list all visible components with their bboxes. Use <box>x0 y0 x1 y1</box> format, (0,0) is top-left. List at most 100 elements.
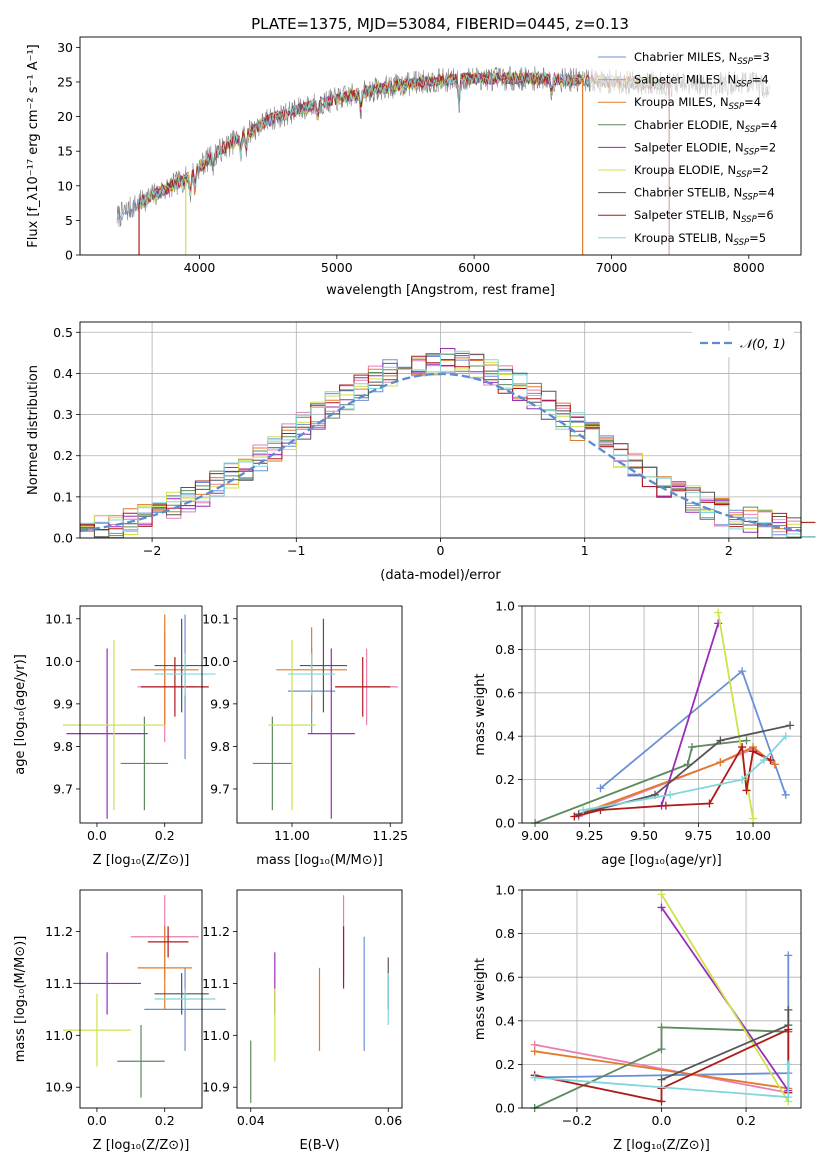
y-axis-label: Flux [f_λ10⁻¹⁷ erg cm⁻² s⁻¹ A⁻¹] <box>26 44 41 248</box>
y-tick-label: 0.8 <box>495 642 515 657</box>
marker-kroupa-elodie <box>714 608 723 617</box>
x-axis-label: (data-model)/error <box>380 568 501 583</box>
histogram-salpeter-stelib <box>80 355 816 539</box>
y-tick-label: 1.0 <box>495 883 515 898</box>
x-tick-label: 4000 <box>184 260 216 275</box>
y-tick-label: 10.1 <box>45 611 73 626</box>
y-tick-label: 0.4 <box>495 1013 515 1028</box>
marker-kroupa-miles <box>770 760 779 769</box>
marker-kroupa-miles <box>530 1047 539 1056</box>
x-tick-label: 9.25 <box>576 828 604 843</box>
x-tick-label: 11.25 <box>372 828 408 843</box>
histogram-chabrier-miles <box>80 356 816 538</box>
panel-mass-weight-vs-Z: −0.2 0.0 0.2 0.0 0.2 0.4 0.6 0.8 1.0 Z [log₁₀(Z/Z… <box>473 883 802 1153</box>
y-tick-label: 10.1 <box>202 611 230 626</box>
x-tick-label: 5000 <box>321 260 353 275</box>
y-tick-label: 9.8 <box>210 739 230 754</box>
axes-frame <box>79 605 203 824</box>
y-tick-label: 10.0 <box>45 654 73 669</box>
x-tick-label: 9.75 <box>685 828 713 843</box>
y-tick-label: 0.2 <box>495 772 515 787</box>
legend-label-kroupa-elodie: Kroupa ELODIE, NSSP=2 <box>634 163 769 180</box>
y-tick-label: 9.9 <box>53 696 73 711</box>
marker-salpeter-stelib <box>784 1025 793 1034</box>
y-tick-label: 10.9 <box>202 1080 230 1095</box>
marker-kroupa-elodie <box>657 890 666 899</box>
x-tick-label: −2 <box>143 543 161 558</box>
x-tick-label: 0.0 <box>87 1113 107 1128</box>
y-tick-label: 9.9 <box>210 696 230 711</box>
line-salpeter-miles <box>534 1043 789 1094</box>
y-tick-label: 0.5 <box>53 325 73 340</box>
y-tick-label: 9.8 <box>53 739 73 754</box>
histogram-chabrier-stelib <box>80 352 816 539</box>
x-tick-label: 10.00 <box>735 828 771 843</box>
figure-title: PLATE=1375, MJD=53084, FIBERID=0445, z=0… <box>251 15 629 33</box>
y-axis-label: mass [log₁₀(M/M⊙)] <box>13 936 28 1063</box>
axes-frame <box>521 889 802 1109</box>
y-tick-label: 10 <box>57 178 73 193</box>
x-axis-label: E(B-V) <box>299 1138 339 1153</box>
x-tick-label: 0 <box>437 543 445 558</box>
marker-chabrier-stelib <box>716 736 725 745</box>
marker-kroupa-stelib <box>784 1093 793 1102</box>
legend-box <box>692 331 794 357</box>
marker-salpeter-elodie <box>657 903 666 912</box>
y-tick-label: 10.0 <box>202 654 230 669</box>
histogram-salpeter-elodie <box>80 348 816 538</box>
marker-chabrier-elodie <box>688 743 697 752</box>
x-tick-label: 0.06 <box>374 1113 402 1128</box>
model-line-chabrier-miles <box>116 199 139 222</box>
x-tick-label: 2 <box>725 543 733 558</box>
y-tick-label: 20 <box>57 109 73 124</box>
y-tick-label: 0.8 <box>495 926 515 941</box>
y-tick-label: 9.7 <box>210 781 230 796</box>
y-axis-label: mass weight <box>473 673 488 755</box>
marker-chabrier-miles <box>738 667 747 676</box>
y-tick-label: 0.6 <box>495 970 515 985</box>
marker-chabrier-elodie <box>657 1045 666 1054</box>
line-chabrier-elodie <box>534 739 747 824</box>
x-axis-label: mass [log₁₀(M/M⊙)] <box>256 853 383 868</box>
histogram-kroupa-elodie <box>80 357 816 535</box>
y-tick-label: 0 <box>65 248 73 263</box>
x-tick-label: 0.2 <box>155 828 175 843</box>
marker-kroupa-miles <box>716 758 725 767</box>
line-kroupa-elodie <box>660 893 790 1102</box>
legend-label-chabrier-stelib: Chabrier STELIB, NSSP=4 <box>634 186 775 203</box>
y-tick-label: 15 <box>57 144 73 159</box>
y-tick-label: 11.2 <box>45 924 73 939</box>
panel-mass-weight-vs-age: 9.00 9.25 9.50 9.75 10.00 0.0 0.2 0.4 0.6 0.8 1.0 a… <box>473 599 802 868</box>
marker-salpeter-stelib <box>661 801 670 810</box>
y-tick-label: 0.6 <box>495 685 515 700</box>
x-tick-label: −0.2 <box>562 1113 592 1128</box>
line-kroupa-miles <box>534 1050 789 1090</box>
y-tick-label: 11.1 <box>202 976 230 991</box>
histogram-salpeter-miles <box>80 354 816 533</box>
y-tick-label: 25 <box>57 74 73 89</box>
marker-chabrier-miles <box>596 784 605 793</box>
x-tick-label: 0.2 <box>736 1113 756 1128</box>
legend-label-salpeter-miles: Salpeter MILES, NSSP=4 <box>634 73 769 90</box>
marker-kroupa-elodie <box>749 814 758 823</box>
x-tick-label: 9.50 <box>630 828 658 843</box>
legend-label-gaussian: 𝒩(0, 1) <box>740 336 786 351</box>
marker-kroupa-stelib <box>738 775 747 784</box>
y-tick-label: 11.1 <box>45 976 73 991</box>
x-axis-label: Z [log₁₀(Z/Z⊙)] <box>613 1138 710 1153</box>
y-tick-label: 0.2 <box>53 448 73 463</box>
y-tick-label: 9.7 <box>53 781 73 796</box>
line-chabrier-stelib <box>578 724 791 816</box>
line-chabrier-elodie <box>534 1026 789 1109</box>
y-tick-label: 10.9 <box>45 1080 73 1095</box>
axes-frame <box>236 889 403 1109</box>
marker-salpeter-stelib <box>742 786 751 795</box>
axes-frame <box>521 605 802 824</box>
model-line-kroupa-stelib <box>138 71 669 208</box>
model-line-kroupa-elodie <box>138 71 669 209</box>
model-line-salpeter-stelib <box>138 71 669 206</box>
x-axis-label: age [log₁₀(age/yr)] <box>601 853 722 868</box>
legend-label-chabrier-elodie: Chabrier ELODIE, NSSP=4 <box>634 118 777 135</box>
marker-chabrier-stelib <box>784 1005 793 1014</box>
legend-label-salpeter-elodie: Salpeter ELODIE, NSSP=2 <box>634 140 776 157</box>
